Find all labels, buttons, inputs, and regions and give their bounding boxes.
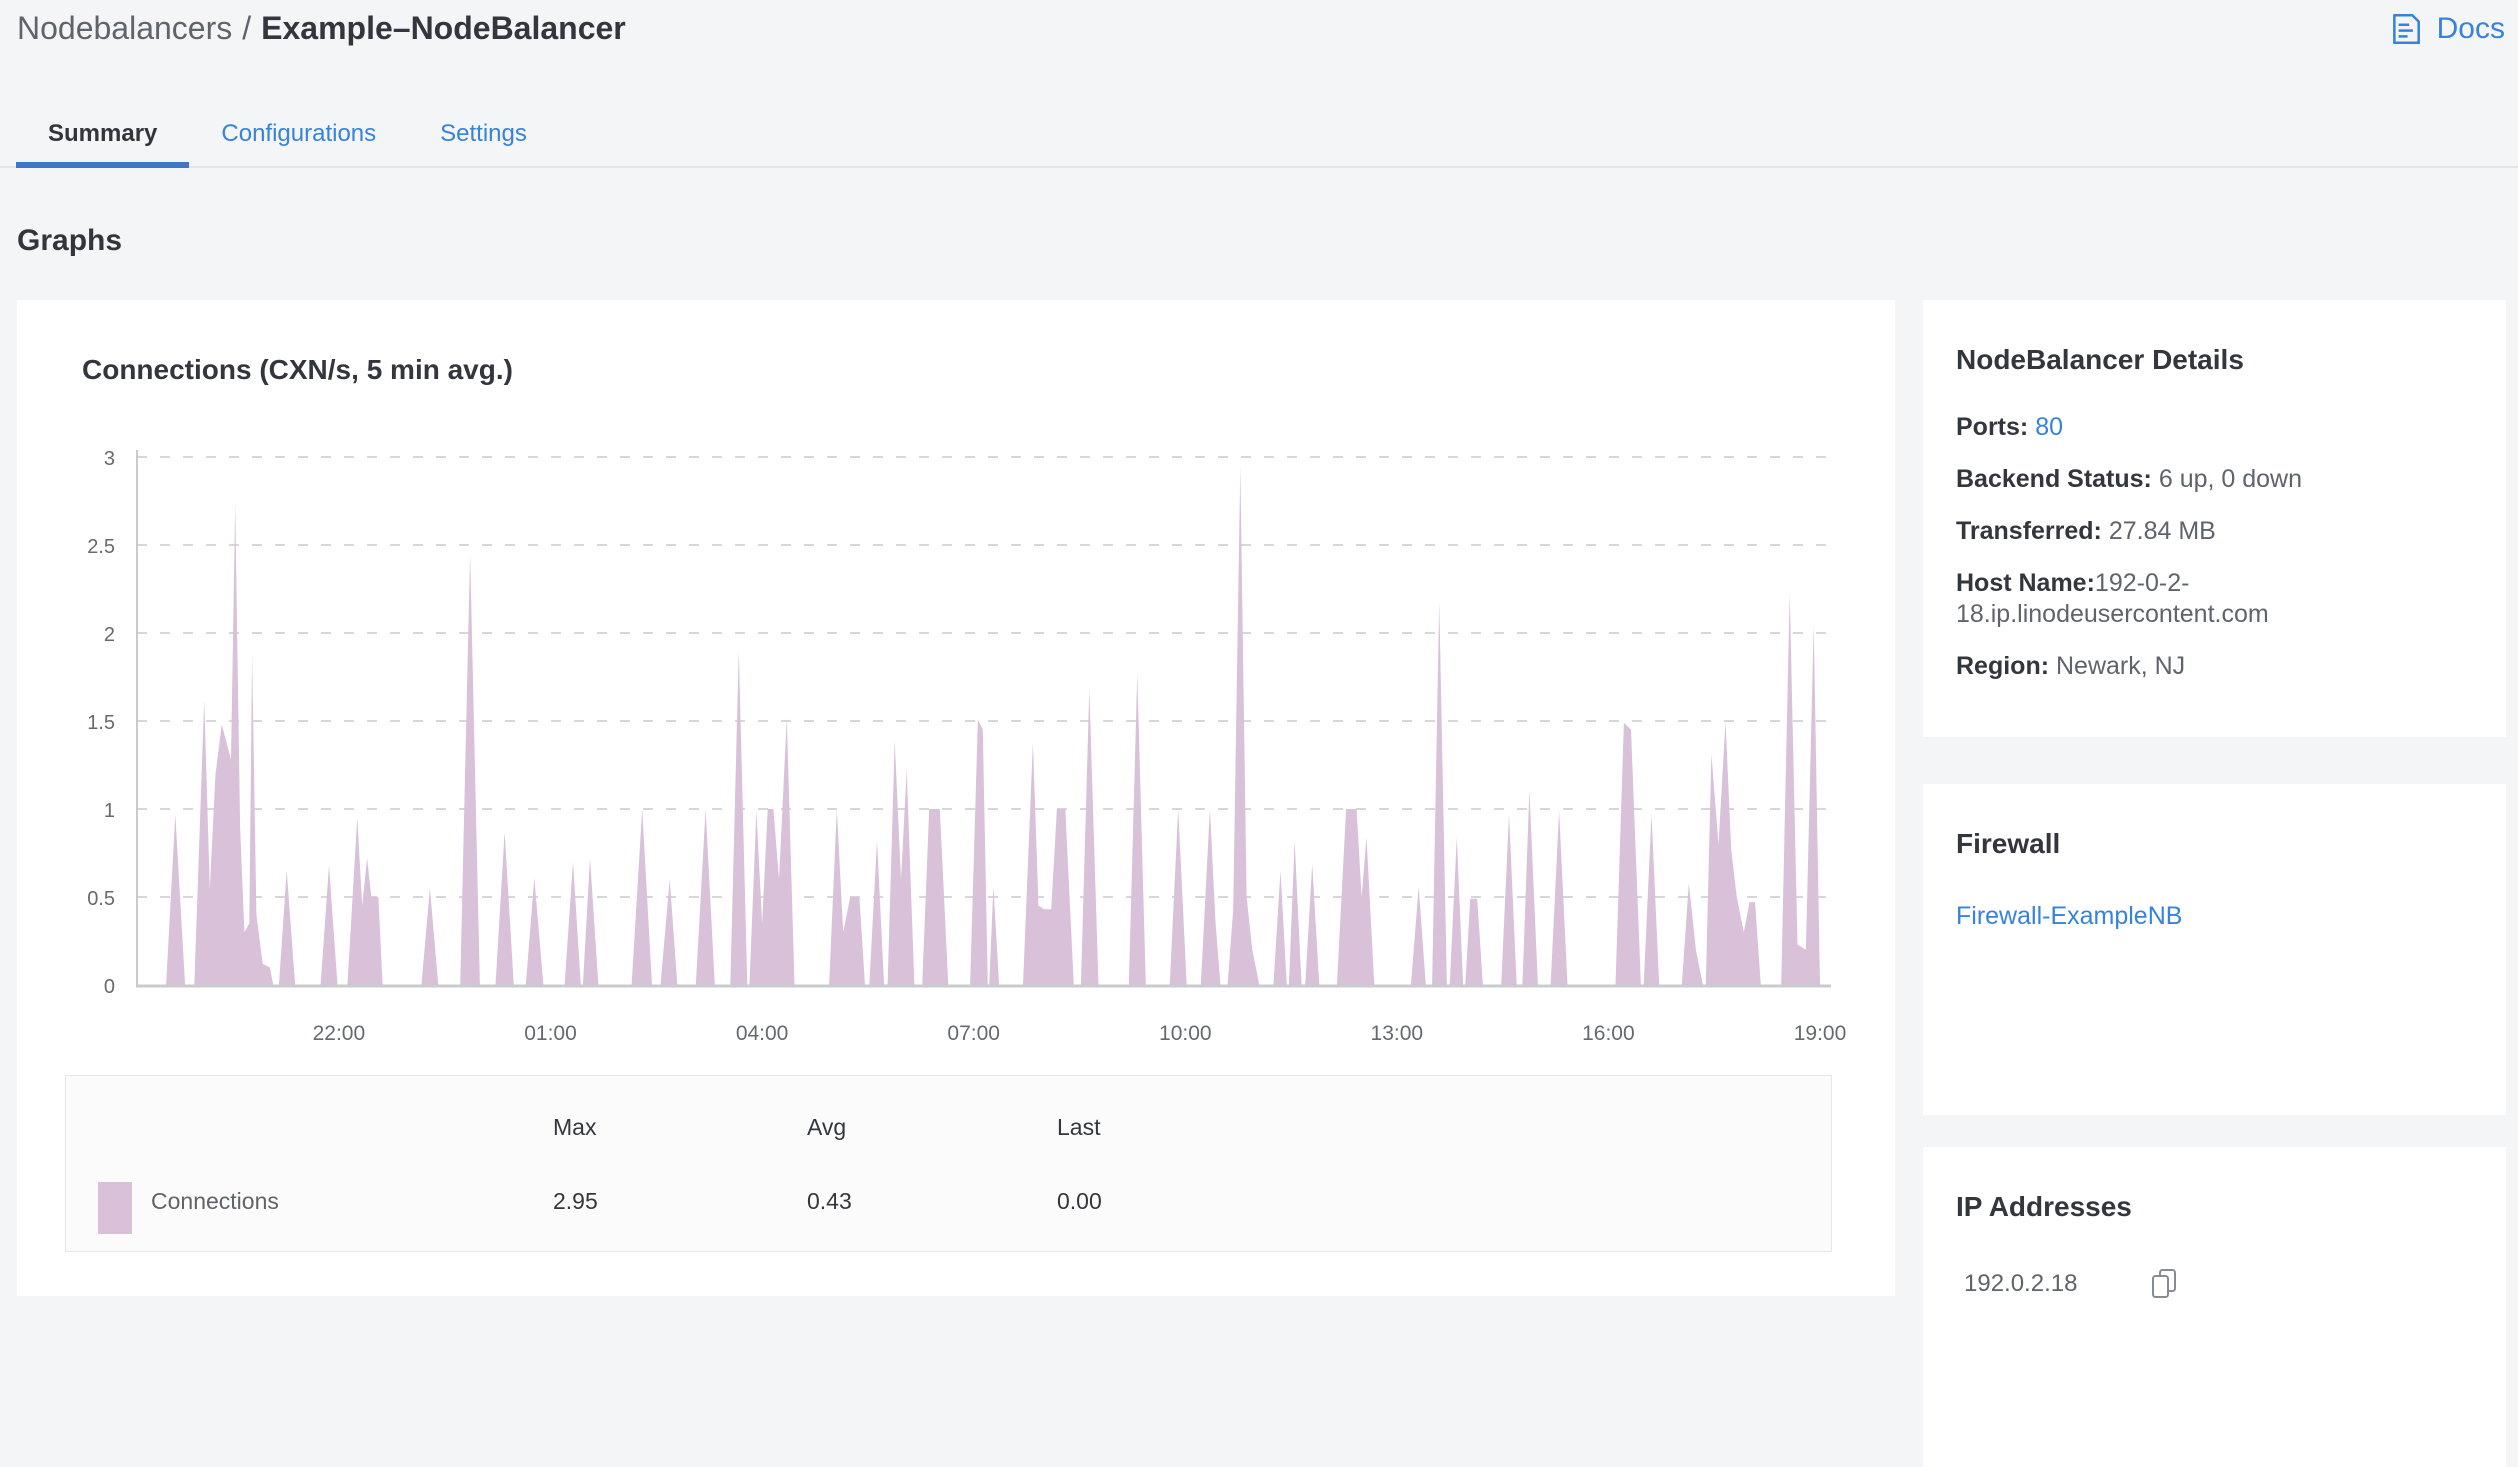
connections-area-chart: 0 0.5 1 1.5 2 2.5 3 22:00 01:00 04:00 07:00 10:00 13…: [87, 448, 1847, 1045]
tab-configurations[interactable]: Configurations: [221, 120, 377, 147]
svg-text:0: 0: [104, 976, 115, 998]
copy-ip-icon[interactable]: [2149, 1267, 2179, 1301]
svg-text:01:00: 01:00: [524, 1022, 577, 1045]
firewall-examplenb-link[interactable]: Firewall-ExampleNB: [1956, 902, 2183, 930]
region-value: Newark, NJ: [2056, 652, 2186, 680]
transferred-label: Transferred:: [1956, 517, 2102, 545]
chart-title: Connections (CXN/s, 5 min avg.): [82, 354, 513, 385]
tab-summary[interactable]: Summary: [16, 104, 190, 168]
transferred-value: 27.84 MB: [2108, 517, 2216, 545]
svg-text:0.5: 0.5: [87, 888, 115, 910]
svg-text:3: 3: [104, 448, 115, 470]
firewall-panel-title: Firewall: [1956, 828, 2061, 859]
breadcrumb-current-nodebalancer: Example–NodeBalancer: [261, 10, 626, 46]
svg-text:16:00: 16:00: [1582, 1022, 1635, 1045]
hostname-label: Host Name:: [1956, 569, 2095, 597]
details-hostname-row: Host Name:192-0-2-18.ip.linodeuserconten…: [1956, 568, 2470, 630]
details-panel-title: NodeBalancer Details: [1956, 344, 2244, 375]
breadcrumb-nodebalancers-link[interactable]: Nodebalancers: [17, 10, 233, 46]
ip-addresses-panel: IP Addresses 192.0.2.18: [1923, 1147, 2506, 1467]
ip-address-value: 192.0.2.18: [1964, 1270, 2078, 1297]
backend-status-label: Backend Status:: [1956, 465, 2152, 493]
legend-max-value: 2.95: [553, 1188, 598, 1214]
top-bar: Nodebalancers / Example–NodeBalancer Doc…: [17, 10, 2505, 47]
docs-icon: [2388, 11, 2424, 47]
svg-text:2.5: 2.5: [87, 536, 115, 558]
ip-addresses-panel-title: IP Addresses: [1956, 1191, 2132, 1222]
breadcrumb-separator: /: [242, 10, 252, 46]
backend-status-value: 6 up, 0 down: [2158, 465, 2303, 493]
docs-link[interactable]: Docs: [2388, 11, 2505, 47]
legend-last-value: 0.00: [1057, 1188, 1102, 1214]
tab-settings[interactable]: Settings: [440, 120, 527, 147]
breadcrumb: Nodebalancers / Example–NodeBalancer: [17, 10, 626, 47]
svg-text:1: 1: [104, 800, 115, 822]
svg-text:1.5: 1.5: [87, 712, 115, 734]
page-title: Graphs: [17, 224, 123, 257]
svg-text:10:00: 10:00: [1159, 1022, 1212, 1045]
svg-text:22:00: 22:00: [313, 1022, 366, 1045]
details-region-row: Region: Newark, NJ: [1956, 651, 2470, 682]
legend-col-max: Max: [553, 1114, 597, 1140]
details-ports-row: Ports: 80: [1956, 412, 2470, 443]
details-transferred-row: Transferred: 27.84 MB: [1956, 516, 2470, 547]
docs-label: Docs: [2436, 11, 2505, 45]
firewall-panel: Firewall Firewall-ExampleNB: [1923, 784, 2506, 1115]
region-label: Region:: [1956, 652, 2050, 680]
details-backend-row: Backend Status: 6 up, 0 down: [1956, 464, 2470, 495]
legend-table: Max Avg Last Connections 2.95 0.43 0.00: [65, 1075, 1832, 1252]
legend-col-last: Last: [1057, 1114, 1101, 1140]
hostname-value: 192-0-2-18.ip.linodeusercontent.com: [1956, 569, 2269, 628]
ports-label: Ports:: [1956, 413, 2029, 441]
port-80-link[interactable]: 80: [2035, 413, 2063, 441]
legend-series-name: Connections: [151, 1188, 279, 1214]
svg-text:07:00: 07:00: [947, 1022, 1000, 1045]
tab-bar: Summary Configurations Settings: [0, 104, 2518, 168]
svg-text:19:00: 19:00: [1794, 1022, 1847, 1045]
svg-text:04:00: 04:00: [736, 1022, 789, 1045]
ip-address-row: 192.0.2.18: [1956, 1267, 2470, 1301]
svg-text:2: 2: [104, 624, 115, 646]
legend-avg-value: 0.43: [807, 1188, 852, 1214]
connections-graph-card: Connections (CXN/s, 5 min avg.) 0 0.5 1 1.5…: [17, 300, 1895, 1296]
nodebalancer-details-panel: NodeBalancer Details Ports: 80 Backend S…: [1923, 300, 2506, 737]
svg-text:13:00: 13:00: [1371, 1022, 1424, 1045]
legend-col-avg: Avg: [807, 1114, 847, 1140]
legend-swatch-connections: [98, 1182, 132, 1234]
